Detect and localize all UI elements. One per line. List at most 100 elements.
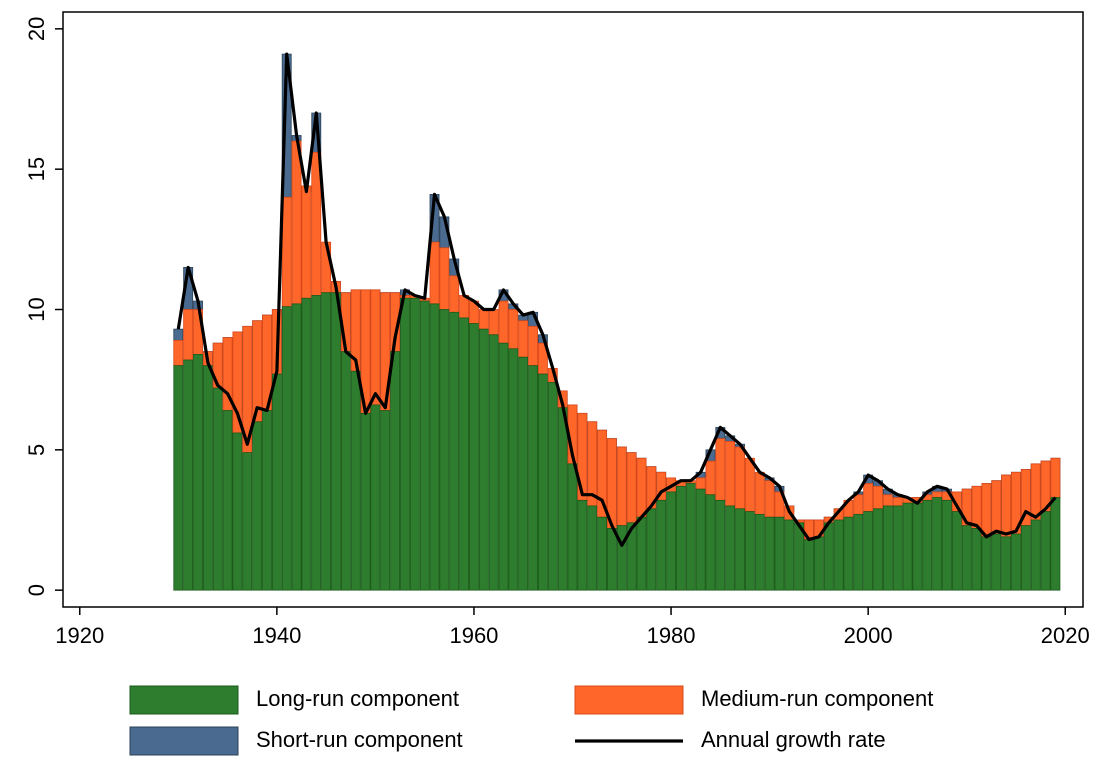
bar-long bbox=[774, 516, 785, 591]
bar-long bbox=[547, 382, 558, 591]
bar-long bbox=[942, 499, 952, 591]
bar-long bbox=[991, 533, 1002, 591]
bar-long bbox=[1030, 519, 1041, 591]
bar-long bbox=[932, 497, 943, 591]
bar-long bbox=[567, 463, 578, 591]
bar-long bbox=[459, 317, 470, 591]
bar-medium bbox=[764, 480, 775, 518]
bar-long bbox=[340, 351, 351, 591]
bar-medium bbox=[291, 140, 302, 305]
bar-long bbox=[222, 410, 233, 591]
bar-long bbox=[508, 348, 519, 591]
bar-long bbox=[971, 528, 982, 591]
bar-long bbox=[715, 499, 726, 591]
bar-medium bbox=[429, 241, 440, 305]
y-tick-label: 20 bbox=[24, 17, 49, 41]
bar-medium bbox=[991, 480, 1002, 535]
bar-long bbox=[882, 505, 893, 591]
bar-long bbox=[675, 485, 686, 591]
x-tick-label: 2000 bbox=[844, 623, 893, 648]
x-tick-label: 2020 bbox=[1041, 623, 1090, 648]
bar-medium bbox=[301, 185, 312, 299]
bar-long bbox=[429, 303, 440, 591]
bar-long bbox=[735, 508, 745, 591]
bar-long bbox=[281, 306, 292, 591]
bar-long bbox=[833, 519, 844, 591]
line-annual bbox=[176, 52, 1057, 547]
bar-long bbox=[311, 295, 322, 591]
bar-medium bbox=[498, 300, 509, 344]
bar-long bbox=[409, 297, 420, 591]
bar-long bbox=[1011, 533, 1021, 591]
bar-long bbox=[873, 508, 883, 591]
bar-long bbox=[587, 505, 598, 591]
x-tick-label: 1920 bbox=[55, 623, 104, 648]
bar-medium bbox=[183, 309, 194, 361]
bar-long bbox=[1020, 525, 1031, 591]
bar-medium bbox=[754, 471, 765, 515]
bar-long bbox=[370, 404, 381, 591]
bar-long bbox=[892, 505, 903, 591]
bar-long bbox=[360, 412, 371, 591]
bar-medium bbox=[488, 309, 499, 336]
bar-short bbox=[173, 328, 184, 341]
bar-long bbox=[301, 297, 312, 591]
bar-long bbox=[538, 373, 548, 591]
y-tick-label: 5 bbox=[24, 444, 49, 456]
bar-long bbox=[666, 491, 676, 591]
bar-long bbox=[951, 511, 962, 591]
bar-long bbox=[961, 525, 972, 591]
bar-long bbox=[212, 387, 223, 591]
bar-medium bbox=[439, 247, 450, 310]
bar-long bbox=[1050, 497, 1061, 591]
bar-long bbox=[271, 373, 282, 591]
y-tick-label: 15 bbox=[24, 157, 49, 181]
bar-medium bbox=[932, 491, 943, 498]
bar-long bbox=[262, 410, 272, 591]
bar-medium bbox=[873, 485, 883, 510]
bar-long bbox=[518, 356, 529, 591]
bar-medium bbox=[616, 446, 627, 527]
bar-long bbox=[331, 292, 341, 591]
bar-long bbox=[922, 499, 933, 591]
x-tick-label: 1940 bbox=[252, 623, 301, 648]
bar-long bbox=[912, 502, 923, 591]
bar-long bbox=[498, 342, 509, 591]
bar-long bbox=[478, 328, 489, 591]
bar-long bbox=[242, 452, 253, 591]
bar-medium bbox=[1001, 474, 1012, 538]
bar-medium bbox=[853, 494, 864, 515]
bar-medium bbox=[518, 320, 529, 358]
bar-long bbox=[202, 365, 213, 591]
bar-long bbox=[597, 516, 608, 591]
bar-long bbox=[232, 432, 243, 591]
bar-medium bbox=[508, 309, 519, 350]
bar-long bbox=[764, 516, 775, 591]
legend-swatch bbox=[574, 685, 684, 715]
bar-medium bbox=[971, 485, 982, 529]
bar-medium bbox=[725, 441, 736, 507]
bar-long bbox=[646, 508, 657, 591]
bar-medium bbox=[449, 275, 460, 313]
bar-long bbox=[390, 351, 401, 591]
bar-long bbox=[193, 354, 203, 591]
bar-long bbox=[183, 359, 194, 591]
legend-label: Medium-run component bbox=[701, 686, 933, 711]
bar-medium bbox=[626, 452, 637, 524]
bar-medium bbox=[370, 289, 381, 406]
bar-long bbox=[173, 365, 184, 591]
legend-label: Annual growth rate bbox=[701, 727, 886, 752]
bar-long bbox=[705, 494, 716, 591]
bar-long bbox=[449, 311, 460, 591]
legend-label: Long-run component bbox=[256, 686, 459, 711]
bar-long bbox=[528, 365, 539, 591]
bar-long bbox=[902, 502, 913, 591]
bar-long bbox=[291, 303, 302, 591]
bar-long bbox=[626, 522, 637, 591]
bar-long bbox=[616, 525, 627, 591]
bar-long bbox=[863, 511, 874, 591]
y-tick-label: 10 bbox=[24, 297, 49, 321]
bar-long bbox=[380, 410, 391, 591]
bar-long bbox=[685, 483, 696, 591]
